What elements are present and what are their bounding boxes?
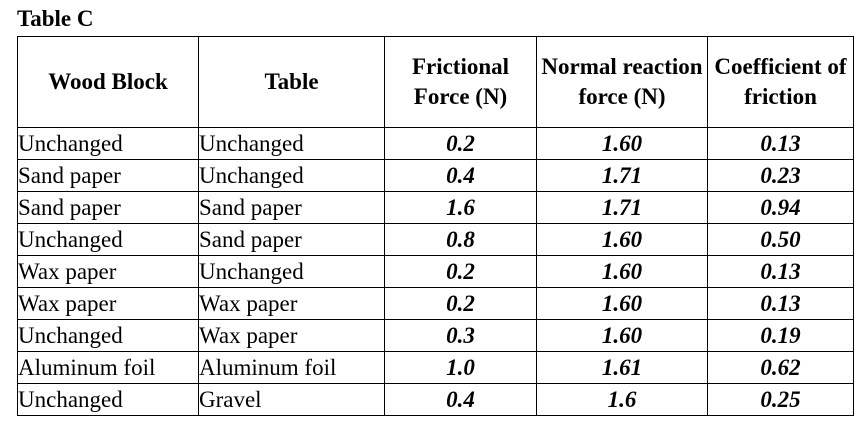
cell-coefficient-of-friction: 0.25 — [707, 383, 854, 416]
table-row: Sand paper Sand paper 1.6 1.71 0.94 — [17, 191, 854, 224]
header-normal-reaction-force: Normal reaction force (N) — [536, 36, 708, 128]
cell-table: Wax paper — [198, 287, 385, 320]
cell-wood-block: Unchanged — [17, 383, 199, 416]
cell-frictional-force: 1.0 — [384, 351, 537, 384]
cell-coefficient-of-friction: 0.94 — [707, 191, 854, 224]
cell-wood-block: Unchanged — [17, 127, 199, 160]
cell-wood-block: Unchanged — [17, 223, 199, 256]
cell-normal-reaction-force: 1.71 — [536, 191, 708, 224]
cell-frictional-force: 0.2 — [384, 287, 537, 320]
cell-table: Sand paper — [198, 191, 385, 224]
cell-table: Gravel — [198, 383, 385, 416]
cell-normal-reaction-force: 1.6 — [536, 383, 708, 416]
cell-frictional-force: 0.3 — [384, 319, 537, 352]
cell-table: Aluminum foil — [198, 351, 385, 384]
cell-table: Unchanged — [198, 127, 385, 160]
cell-normal-reaction-force: 1.60 — [536, 287, 708, 320]
header-frictional-force: Frictional Force (N) — [384, 36, 537, 128]
cell-coefficient-of-friction: 0.19 — [707, 319, 854, 352]
cell-frictional-force: 0.4 — [384, 383, 537, 416]
table-caption: Table C — [17, 6, 94, 31]
cell-frictional-force: 0.8 — [384, 223, 537, 256]
cell-table: Unchanged — [198, 255, 385, 288]
header-table: Table — [198, 36, 385, 128]
cell-normal-reaction-force: 1.60 — [536, 223, 708, 256]
table-body: Unchanged Unchanged 0.2 1.60 0.13 Sand paper U… — [17, 127, 854, 416]
cell-frictional-force: 1.6 — [384, 191, 537, 224]
friction-data-table: Wood Block Table Frictional Force (N) No… — [17, 36, 854, 416]
cell-coefficient-of-friction: 0.13 — [707, 255, 854, 288]
cell-normal-reaction-force: 1.60 — [536, 255, 708, 288]
table-row: Unchanged Gravel 0.4 1.6 0.25 — [17, 383, 854, 416]
cell-normal-reaction-force: 1.61 — [536, 351, 708, 384]
cell-table: Wax paper — [198, 319, 385, 352]
cell-wood-block: Aluminum foil — [17, 351, 199, 384]
cell-frictional-force: 0.2 — [384, 255, 537, 288]
header-wood-block: Wood Block — [17, 36, 199, 128]
cell-coefficient-of-friction: 0.62 — [707, 351, 854, 384]
table-row: Sand paper Unchanged 0.4 1.71 0.23 — [17, 159, 854, 192]
cell-normal-reaction-force: 1.60 — [536, 127, 708, 160]
cell-frictional-force: 0.2 — [384, 127, 537, 160]
cell-wood-block: Unchanged — [17, 319, 199, 352]
cell-coefficient-of-friction: 0.13 — [707, 287, 854, 320]
cell-table: Sand paper — [198, 223, 385, 256]
cell-normal-reaction-force: 1.60 — [536, 319, 708, 352]
table-row: Aluminum foil Aluminum foil 1.0 1.61 0.62 — [17, 351, 854, 384]
cell-wood-block: Sand paper — [17, 191, 199, 224]
table-row: Unchanged Unchanged 0.2 1.60 0.13 — [17, 127, 854, 160]
table-header-row: Wood Block Table Frictional Force (N) No… — [17, 36, 854, 128]
cell-wood-block: Sand paper — [17, 159, 199, 192]
header-coefficient-of-friction: Coefficient of friction — [707, 36, 854, 128]
table-row: Unchanged Wax paper 0.3 1.60 0.19 — [17, 319, 854, 352]
cell-frictional-force: 0.4 — [384, 159, 537, 192]
cell-normal-reaction-force: 1.71 — [536, 159, 708, 192]
cell-wood-block: Wax paper — [17, 287, 199, 320]
cell-coefficient-of-friction: 0.23 — [707, 159, 854, 192]
table-row: Wax paper Unchanged 0.2 1.60 0.13 — [17, 255, 854, 288]
cell-wood-block: Wax paper — [17, 255, 199, 288]
cell-coefficient-of-friction: 0.13 — [707, 127, 854, 160]
table-row: Wax paper Wax paper 0.2 1.60 0.13 — [17, 287, 854, 320]
table-row: Unchanged Sand paper 0.8 1.60 0.50 — [17, 223, 854, 256]
cell-coefficient-of-friction: 0.50 — [707, 223, 854, 256]
cell-table: Unchanged — [198, 159, 385, 192]
